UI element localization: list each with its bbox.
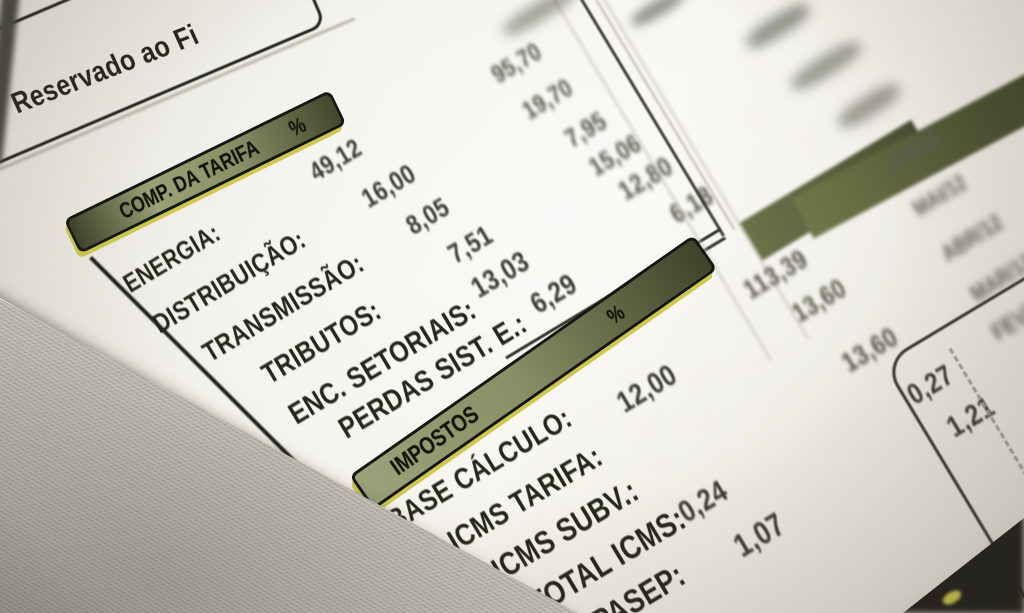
tariff-header-pct-label: % bbox=[285, 111, 311, 141]
taxes-header-pct-label: % bbox=[602, 299, 630, 329]
